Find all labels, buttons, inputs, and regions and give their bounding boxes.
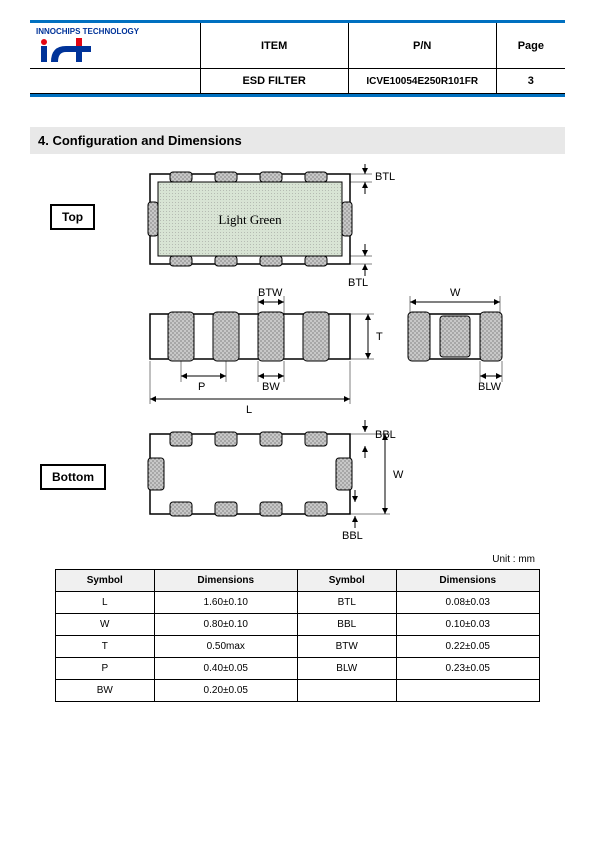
svg-text:BTW: BTW (258, 287, 283, 299)
table-row: W 0.80±0.10 BBL 0.10±0.03 (56, 614, 540, 636)
header-pn-value: ICVE10054E250R101FR (348, 69, 496, 93)
svg-text:BLW: BLW (478, 381, 502, 393)
table-row: T 0.50max BTW 0.22±0.05 (56, 636, 540, 658)
svg-text:BTL: BTL (375, 171, 395, 183)
unit-label: Unit : mm (0, 554, 535, 565)
top-view-label: Top (50, 204, 95, 230)
table-row: BW 0.20±0.05 (56, 680, 540, 702)
config-diagram: Top Bottom Light Green (30, 164, 565, 544)
header-page-label: Page (496, 23, 565, 68)
body-color-text: Light Green (218, 212, 282, 227)
dimensions-table: Symbol Dimensions Symbol Dimensions L 1.… (55, 569, 540, 702)
bottom-view-label: Bottom (40, 464, 106, 490)
th-symbol-1: Symbol (56, 570, 155, 592)
header-page-value: 3 (496, 69, 565, 93)
ict-logo (36, 38, 126, 64)
diagram-svg: Light Green BTL BTL (30, 164, 565, 544)
svg-text:L: L (246, 404, 252, 416)
company-name: INNOCHIPS TECHNOLOGY (36, 27, 194, 36)
bottom-rule (30, 94, 565, 97)
svg-text:BW: BW (262, 381, 280, 393)
header-item-value: ESD FILTER (200, 69, 348, 93)
header-item-label: ITEM (200, 23, 348, 68)
th-symbol-2: Symbol (297, 570, 396, 592)
svg-text:BBL: BBL (342, 530, 363, 542)
header-pn-label: P/N (348, 23, 496, 68)
header-row-values: ESD FILTER ICVE10054E250R101FR 3 (30, 69, 565, 94)
logo-cell: INNOCHIPS TECHNOLOGY (30, 23, 200, 68)
svg-text:P: P (198, 381, 205, 393)
table-row: L 1.60±0.10 BTL 0.08±0.03 (56, 592, 540, 614)
header-row-labels: INNOCHIPS TECHNOLOGY ITEM P/N Page (30, 23, 565, 69)
table-header-row: Symbol Dimensions Symbol Dimensions (56, 570, 540, 592)
section-title: 4. Configuration and Dimensions (30, 127, 565, 154)
svg-text:T: T (376, 331, 383, 343)
th-dim-1: Dimensions (154, 570, 297, 592)
svg-text:W: W (393, 469, 404, 481)
table-row: P 0.40±0.05 BLW 0.23±0.05 (56, 658, 540, 680)
th-dim-2: Dimensions (396, 570, 539, 592)
svg-text:W: W (450, 287, 461, 299)
svg-text:BTL: BTL (348, 277, 368, 289)
